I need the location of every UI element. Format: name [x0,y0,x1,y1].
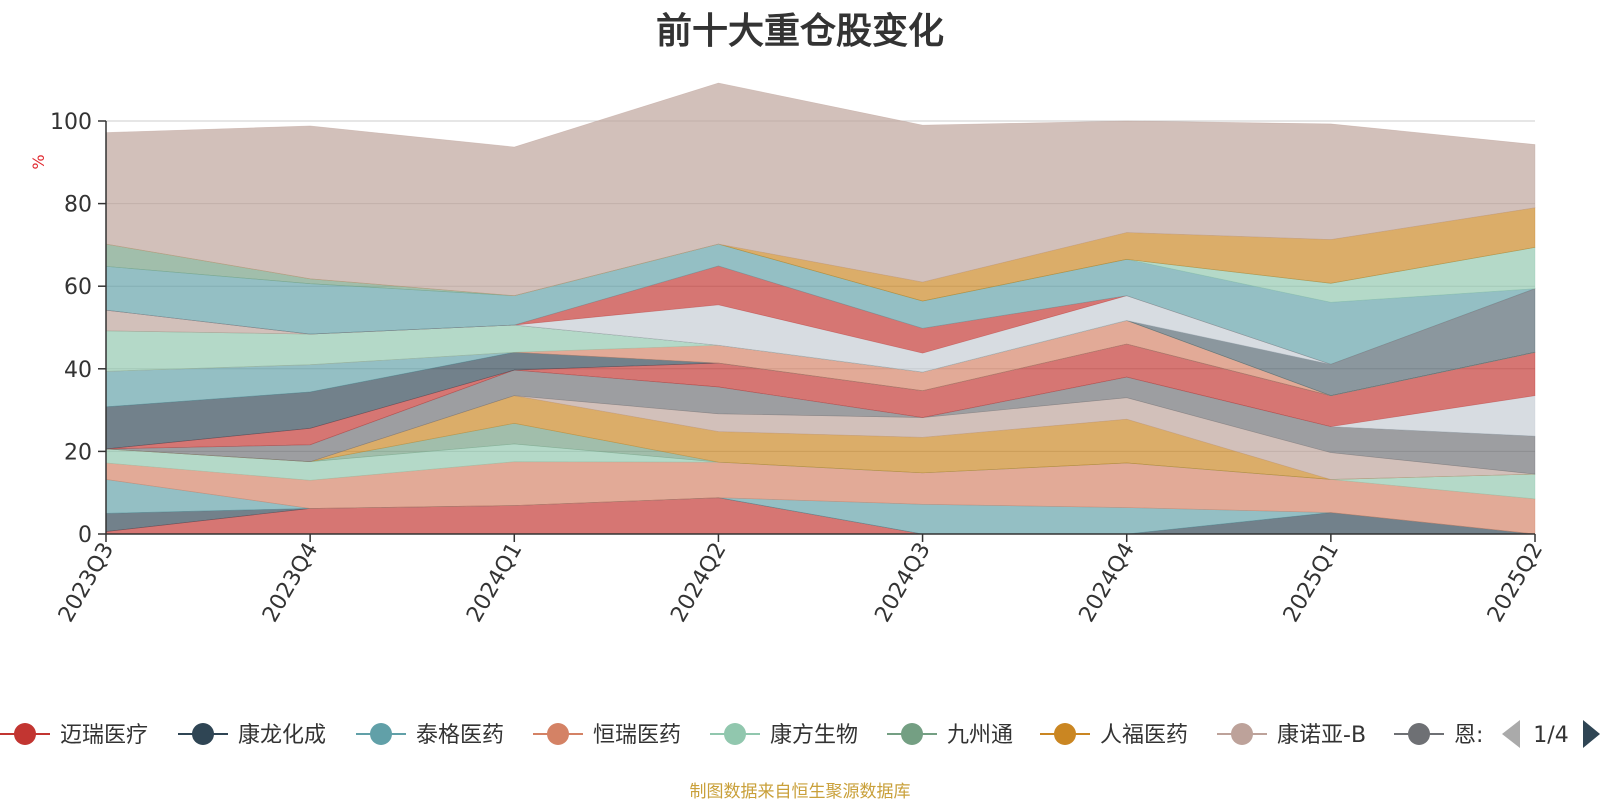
y-tick-label: 40 [64,358,92,383]
x-tick-label: 2024Q1 [462,539,527,627]
legend-item[interactable]: 泰格医药 [356,723,504,748]
legend-item[interactable]: 人福医药 [1040,723,1188,748]
y-tick-label: 0 [78,523,92,548]
legend: 迈瑞医疗 康龙化成 泰格医药 恒瑞医药 康方生物 九州通 人福医药 康诺亚-B 恩: 1/4 [0,714,1600,754]
legend-label: 泰格医药 [416,723,504,748]
legend-label: 康方生物 [770,723,858,748]
legend-item[interactable]: 恩: [1394,723,1483,748]
legend-label: 恩: [1454,723,1483,748]
legend-circle-icon [1054,723,1076,745]
legend-label: 康龙化成 [238,723,326,748]
y-tick-label: 60 [64,275,92,300]
x-tick-label: 2024Q2 [666,539,731,627]
x-tick-label: 2024Q3 [870,539,935,627]
legend-clip-mask [1482,714,1500,754]
x-tick-label: 2025Q2 [1483,539,1548,627]
x-tick-label: 2025Q1 [1279,539,1344,627]
y-tick-label: 80 [64,193,92,218]
legend-circle-icon [901,723,923,745]
legend-label: 康诺亚-B [1277,723,1366,748]
legend-label: 九州通 [947,723,1013,748]
legend-item[interactable]: 迈瑞医疗 [0,723,148,748]
legend-item[interactable]: 康龙化成 [178,723,326,748]
legend-page-indicator: 1/4 [1533,723,1568,748]
y-axis-unit-label: % [29,154,48,169]
source-note: 制图数据来自恒生聚源数据库 [689,782,911,802]
area-series-25 [105,82,1536,297]
legend-item[interactable]: 康诺亚-B [1217,723,1366,748]
area-series-layer [105,82,1536,535]
legend-item[interactable]: 康方生物 [710,723,858,748]
legend-circle-icon [547,723,569,745]
x-tick-label: 2024Q4 [1075,539,1140,627]
legend-circle-icon [14,723,36,745]
legend-circle-icon [192,723,214,745]
legend-item[interactable]: 九州通 [887,723,1013,748]
y-tick-label: 20 [64,440,92,465]
x-tick-label: 2023Q3 [54,539,119,627]
legend-circle-icon [724,723,746,745]
legend-label: 人福医药 [1100,723,1188,748]
legend-next-page-icon[interactable] [1583,720,1600,748]
legend-circle-icon [1231,723,1253,745]
y-tick-label: 100 [50,110,92,135]
legend-item[interactable]: 恒瑞医药 [533,723,681,748]
legend-label: 恒瑞医药 [593,723,681,748]
legend-prev-page-icon[interactable] [1502,720,1520,748]
legend-circle-icon [370,723,392,745]
x-tick-label: 2023Q4 [258,539,323,627]
legend-label: 迈瑞医疗 [60,723,148,748]
legend-circle-icon [1408,723,1430,745]
chart-title: 前十大重仓股变化 [655,11,944,52]
